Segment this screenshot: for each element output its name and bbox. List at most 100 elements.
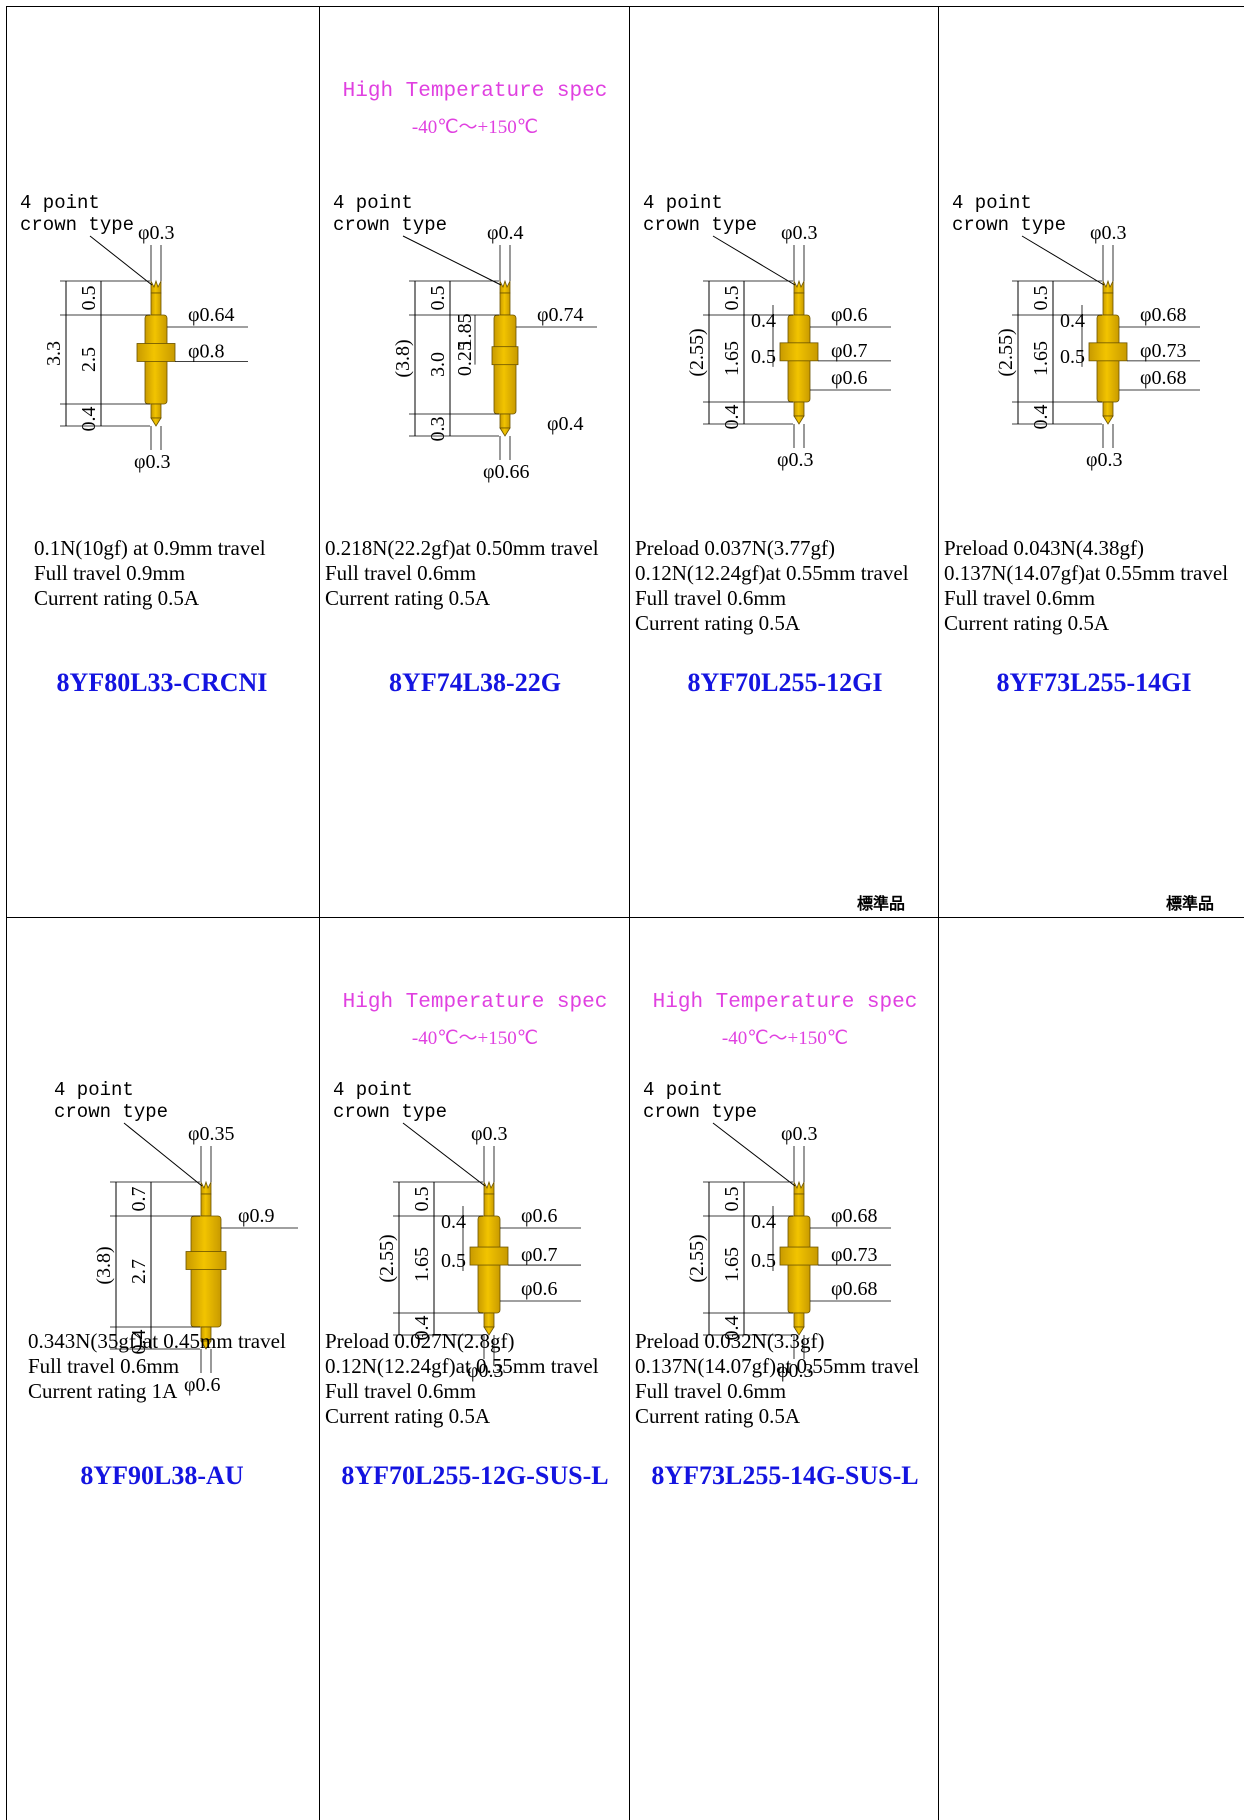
pin-plunger: [793, 1193, 805, 1217]
dim-diameter-b: φ0.73: [831, 1244, 878, 1266]
dim-overall-length: (2.55): [686, 328, 708, 376]
crown-label-line1: 4 point: [333, 192, 413, 214]
crown-leader-line: [712, 235, 796, 286]
dim-segment-bottom: 0.3: [427, 417, 449, 442]
grid-row-divider: [6, 917, 1244, 918]
crown-leader-line: [402, 1122, 486, 1187]
pin-bottom-point: [483, 1326, 495, 1336]
spec-line: Preload 0.027N(2.8gf): [325, 1329, 515, 1353]
dim-diameter-c: φ0.68: [831, 1278, 878, 1300]
dim-top-diameter: φ0.3: [471, 1123, 508, 1145]
pin-plunger: [150, 292, 162, 316]
dim-diameter-c: φ0.68: [1140, 367, 1187, 389]
dim-segment-bottom: 0.4: [721, 1316, 743, 1341]
spec-line: 0.137N(14.07gf)at 0.55mm travel: [944, 561, 1229, 585]
pin-bottom-point: [499, 427, 511, 437]
pin-drawing: (3.8) 0.5 3.0 0.3 1.850.25 φ0.4 φ0.74 φ0.4 φ0.66: [392, 222, 597, 483]
dim-diameter-b: φ0.73: [1140, 340, 1187, 362]
grid-divider-1: [319, 6, 320, 1820]
dim-diameter-a: φ0.64: [188, 304, 235, 326]
pin-collar: [136, 343, 176, 362]
dim-inner-2: 0.25: [454, 341, 476, 376]
pin-plunger: [483, 1193, 495, 1217]
dim-diameter-a: φ0.74: [537, 304, 584, 326]
spec-line: Current rating 1A: [28, 1379, 178, 1403]
dim-bottom-diameter: φ0.3: [777, 1360, 814, 1382]
pin-bottom-plunger: [483, 1312, 495, 1328]
dim-diameter-b: φ0.7: [521, 1244, 558, 1266]
pin-drawing: (2.55) 0.5 1.65 0.4 0.4 0.5 φ0.3 φ0.68 φ0.73 φ0.6…: [995, 222, 1200, 471]
crown-label-line2: crown type: [643, 1101, 758, 1123]
spec-line: Full travel 0.6mm: [325, 1379, 477, 1403]
pin-bottom-point: [150, 417, 162, 427]
dim-inner-2: 0.5: [751, 1250, 776, 1272]
dim-overall-length: (2.55): [376, 1234, 398, 1282]
spec-line: Full travel 0.9mm: [34, 561, 186, 585]
crown-leader-line: [402, 235, 502, 286]
dim-top-diameter: φ0.35: [188, 1123, 235, 1145]
pin-plunger: [1102, 292, 1114, 316]
dim-segment-middle: 2.5: [78, 347, 100, 372]
spec-line: Current rating 0.5A: [325, 586, 491, 610]
dim-segment-top: 0.5: [427, 286, 449, 311]
spec-line: 0.218N(22.2gf)at 0.50mm travel: [325, 536, 599, 560]
dim-segment-top: 0.5: [721, 286, 743, 311]
pin-collar: [1088, 342, 1128, 362]
spec-line: Preload 0.043N(4.38gf): [944, 536, 1145, 560]
dim-diameter-a: φ0.6: [831, 304, 868, 326]
dim-segment-middle: 1.65: [721, 1247, 743, 1282]
high-temp-title: High Temperature spec: [652, 991, 918, 1014]
dim-segment-middle: 1.65: [721, 341, 743, 376]
dim-segment-top: 0.7: [128, 1187, 150, 1212]
dim-segment-bottom: 0.4: [128, 1330, 150, 1355]
dim-segment-middle: 3.0: [427, 352, 449, 377]
dim-segment-top: 0.5: [721, 1187, 743, 1212]
dim-diameter-b: φ0.4: [547, 413, 584, 435]
high-temp-range: -40℃～+150℃: [721, 1028, 849, 1049]
pin-drawing: (2.55) 0.5 1.65 0.4 0.4 0.5 φ0.3 φ0.6 φ0.7 φ0.6 φ0…: [376, 1122, 581, 1382]
high-temp-range: -40℃～+150℃: [411, 117, 539, 138]
crown-label-line2: crown type: [333, 214, 448, 236]
pin-crown-tip: [200, 1180, 212, 1195]
crown-label-line2: crown type: [333, 1101, 448, 1123]
dim-inner-1: 0.4: [751, 1211, 776, 1233]
dim-top-diameter: φ0.3: [781, 222, 818, 244]
spec-line: Current rating 0.5A: [34, 586, 200, 610]
crown-label-line1: 4 point: [333, 1079, 413, 1101]
part-number: 8YF74L38-22G: [389, 668, 561, 697]
high-temp-title: High Temperature spec: [342, 80, 608, 103]
part-number: 8YF70L255-12GI: [687, 668, 883, 697]
crown-label-line1: 4 point: [643, 192, 723, 214]
pin-drawing: (3.8) 0.7 2.7 0.4 φ0.35 φ0.9 φ0.6: [93, 1122, 298, 1396]
dim-overall-length: (3.8): [93, 1246, 115, 1284]
spec-line: Full travel 0.6mm: [28, 1354, 180, 1378]
dim-diameter-a: φ0.6: [521, 1205, 558, 1227]
crown-label-line1: 4 point: [54, 1079, 134, 1101]
spec-line: 0.12N(12.24gf)at 0.55mm travel: [635, 561, 909, 585]
pin-drawing: 3.3 0.5 2.5 0.4 φ0.3 φ0.64 φ0.8 φ0.3: [43, 222, 248, 473]
crown-label-line2: crown type: [20, 214, 135, 236]
dim-diameter-a: φ0.68: [831, 1205, 878, 1227]
crown-label-line2: crown type: [54, 1101, 169, 1123]
dim-diameter-a: φ0.68: [1140, 304, 1187, 326]
dim-overall-length: 3.3: [43, 341, 65, 366]
spec-line: Current rating 0.5A: [635, 611, 801, 635]
pin-bottom-point: [793, 415, 805, 425]
dim-segment-bottom: 0.4: [1030, 405, 1052, 430]
dim-inner-1: 1.85: [454, 313, 476, 348]
pin-crown-tip: [150, 279, 162, 294]
pin-bottom-plunger: [150, 403, 162, 419]
grid-divider-2: [629, 6, 630, 1820]
spec-line: 0.343N(35gf)at 0.45mm travel: [28, 1329, 286, 1353]
dim-bottom-diameter: φ0.6: [184, 1374, 221, 1396]
dim-inner-1: 0.4: [1060, 310, 1085, 332]
dim-diameter-a: φ0.9: [238, 1205, 275, 1227]
dim-bottom-diameter: φ0.3: [1086, 449, 1123, 471]
pin-drawing: (2.55) 0.5 1.65 0.4 0.4 0.5 φ0.3 φ0.6 φ0.7 φ0.6 φ0…: [686, 222, 891, 471]
dim-segment-top: 0.5: [78, 286, 100, 311]
dim-bottom-diameter: φ0.3: [134, 451, 171, 473]
dim-diameter-c: φ0.6: [831, 367, 868, 389]
crown-label-line1: 4 point: [643, 1079, 723, 1101]
high-temp-range: -40℃～+150℃: [411, 1028, 539, 1049]
dim-segment-bottom: 0.4: [78, 407, 100, 432]
